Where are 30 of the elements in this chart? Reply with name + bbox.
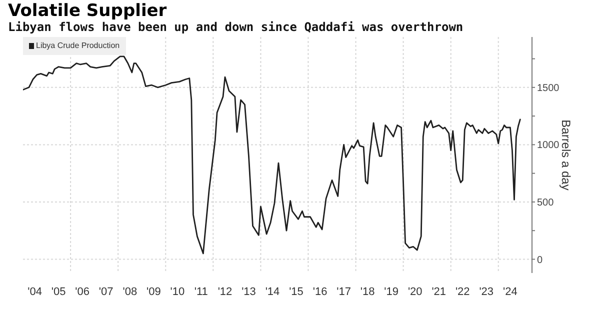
x-tick-label: '24 <box>503 286 518 298</box>
x-tick-label: '19 <box>384 286 398 298</box>
x-tick-label: '06 <box>75 286 90 298</box>
chart-subtitle: Libyan flows have been up and down since Qaddafi was overthrown <box>8 20 464 34</box>
y-tick-label: 1000 <box>537 140 560 152</box>
chart-title: Volatile Supplier <box>8 1 167 21</box>
y-axis-title: Barrels a day <box>558 120 573 190</box>
x-tick-label: '18 <box>360 286 375 298</box>
x-tick-label: '08 <box>122 286 138 298</box>
x-tick-label: '17 <box>336 286 351 298</box>
x-tick-label: '14 <box>265 286 280 298</box>
x-tick-label: '21 <box>432 286 446 298</box>
x-tick-label: '16 <box>312 286 328 298</box>
y-tick-label: 0 <box>537 254 543 266</box>
legend-label: Libya Crude Production <box>35 41 120 51</box>
x-tick-label: '13 <box>242 286 256 298</box>
x-tick-label: '10 <box>170 286 185 298</box>
x-tick-label: '11 <box>194 286 208 298</box>
x-tick-label: '12 <box>218 286 232 298</box>
x-tick-label: '20 <box>408 286 422 298</box>
x-tick-label: '04 <box>28 286 42 298</box>
x-tick-label: '23 <box>479 286 494 298</box>
y-tick-label: 500 <box>537 198 554 209</box>
y-tick-label: 1500 <box>537 82 560 94</box>
x-tick-label: '05 <box>51 286 66 298</box>
x-tick-label: '09 <box>146 286 161 298</box>
x-tick-label: '07 <box>98 286 114 298</box>
x-tick-label: '22 <box>455 286 470 298</box>
x-tick-label: '15 <box>289 286 304 298</box>
line-series <box>23 56 521 254</box>
